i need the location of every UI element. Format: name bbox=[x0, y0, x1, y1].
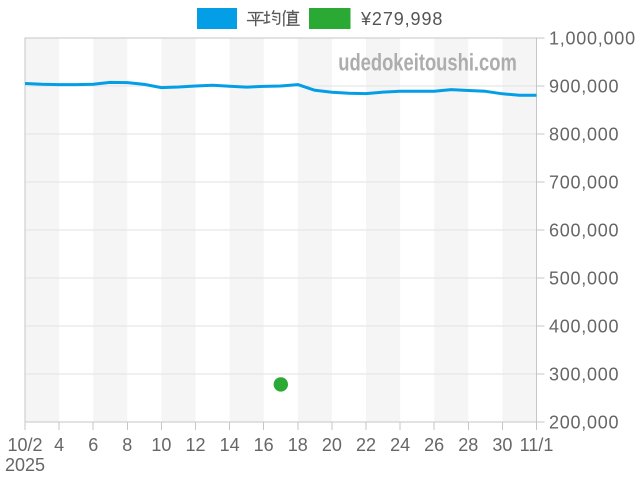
svg-text:500,000: 500,000 bbox=[549, 269, 619, 289]
svg-text:udedokeitoushi.com: udedokeitoushi.com bbox=[338, 48, 517, 76]
svg-text:30: 30 bbox=[492, 435, 512, 455]
svg-text:200,000: 200,000 bbox=[549, 413, 619, 433]
svg-text:11/1: 11/1 bbox=[520, 435, 554, 455]
svg-text:20: 20 bbox=[322, 435, 342, 455]
svg-text:14: 14 bbox=[220, 435, 240, 455]
svg-text:10: 10 bbox=[151, 435, 171, 455]
svg-text:600,000: 600,000 bbox=[549, 221, 619, 241]
svg-text:24: 24 bbox=[390, 435, 410, 455]
svg-text:300,000: 300,000 bbox=[549, 365, 619, 385]
svg-text:16: 16 bbox=[254, 435, 274, 455]
svg-text:400,000: 400,000 bbox=[549, 317, 619, 337]
svg-text:2025: 2025 bbox=[5, 455, 45, 475]
svg-text:700,000: 700,000 bbox=[549, 173, 619, 193]
svg-text:900,000: 900,000 bbox=[549, 77, 619, 97]
svg-text:26: 26 bbox=[424, 435, 444, 455]
svg-text:10/2: 10/2 bbox=[7, 435, 42, 455]
svg-text:800,000: 800,000 bbox=[549, 125, 619, 145]
svg-text:6: 6 bbox=[88, 435, 98, 455]
svg-text:4: 4 bbox=[54, 435, 64, 455]
svg-text:12: 12 bbox=[185, 435, 205, 455]
svg-text:28: 28 bbox=[458, 435, 478, 455]
svg-text:22: 22 bbox=[356, 435, 376, 455]
svg-text:8: 8 bbox=[122, 435, 132, 455]
svg-text:18: 18 bbox=[288, 435, 308, 455]
svg-text:¥279,998: ¥279,998 bbox=[360, 9, 443, 29]
svg-text:1,000,000: 1,000,000 bbox=[549, 29, 636, 49]
